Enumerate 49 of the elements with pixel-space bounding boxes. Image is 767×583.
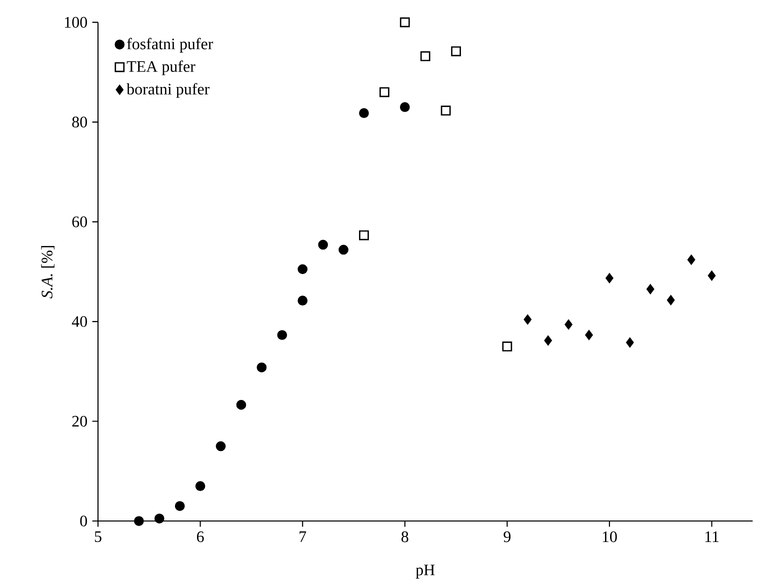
x-tick-label: 6 [196,531,204,542]
point [174,501,185,511]
point [298,296,308,306]
x-tick-label: 11 [705,531,719,542]
point [256,362,267,372]
y-tick-label: 0 [80,516,87,526]
point [318,240,328,250]
point [134,516,144,526]
point [502,342,512,352]
x-tick-label: 9 [504,531,511,542]
x-tick-label: 5 [94,531,102,542]
point [585,330,593,340]
y-tick-label: 20 [72,416,87,427]
point [544,336,552,346]
point [195,481,206,492]
legend-label: boratni pufer [126,83,210,98]
point [564,320,572,330]
point [420,51,430,62]
x-axis-title: pH [416,564,435,579]
x-tick-label: 10 [602,531,617,542]
point [216,441,226,452]
y-tick-label: 80 [72,116,87,128]
point [606,273,614,284]
point [524,314,532,324]
point [451,46,461,56]
point [298,264,308,274]
x-tick-label: 8 [401,531,408,542]
point [154,514,164,524]
point [277,330,288,340]
x-tick-label: 7 [300,531,306,542]
point [400,17,410,28]
y-axis-title: S.A. [%] [41,246,54,298]
y-tick-label: 60 [72,216,87,228]
point [236,400,246,410]
point [646,284,654,294]
point [359,108,369,118]
legend-label: fosfatni pufer [127,38,214,53]
y-tick-label: 40 [72,316,87,327]
point [338,244,348,255]
point [666,295,675,306]
point [708,270,716,281]
point [626,338,634,348]
point [379,87,390,98]
point [400,102,410,112]
legend-label: TEA pufer [126,60,196,76]
y-tick-label: 100 [65,16,87,28]
point [359,230,369,240]
point [687,254,696,265]
point [440,106,451,116]
